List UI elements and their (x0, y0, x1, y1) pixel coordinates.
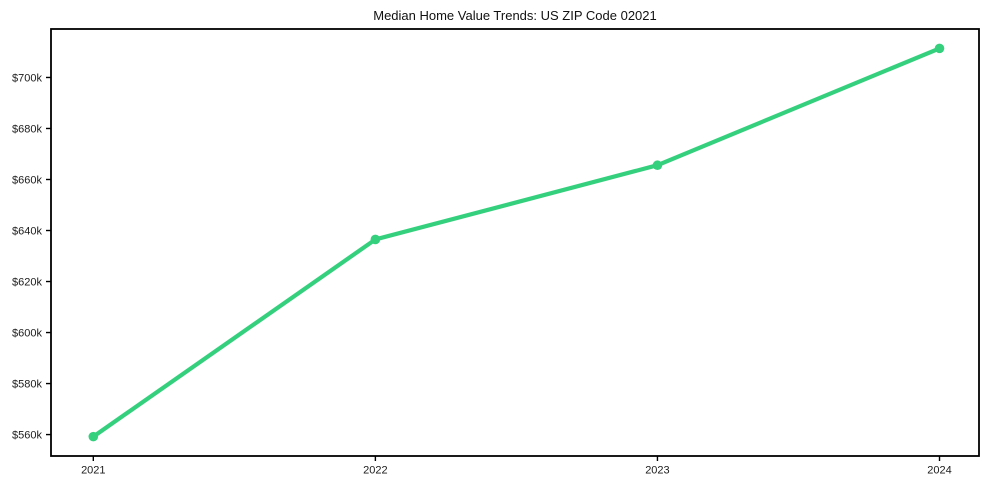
x-tick-label: 2021 (81, 465, 105, 477)
plot-border (50, 28, 980, 457)
x-tick-label: 2024 (927, 465, 951, 477)
data-point-2023 (652, 160, 663, 171)
trend-line (91, 46, 942, 439)
y-tick-label: $700k (12, 72, 42, 84)
plot-area: $560k $580k $600k $620k $640k $660k $680k $700k… (12, 28, 980, 477)
y-tick-label: $640k (12, 225, 42, 237)
data-point-2021 (88, 431, 99, 442)
y-tick-label: $660k (12, 174, 42, 186)
x-tick-label: 2022 (363, 465, 387, 477)
y-tick-label: $600k (12, 327, 42, 339)
y-tick-label: $560k (12, 429, 42, 441)
chart-title: Median Home Value Trends: US ZIP Code 02… (373, 8, 657, 23)
y-tick-label: $620k (12, 276, 42, 288)
x-tick-label: 2023 (645, 465, 669, 477)
data-point-2024 (934, 43, 945, 54)
y-tick-label: $680k (12, 123, 42, 135)
data-point-2022 (370, 234, 381, 245)
y-tick-label: $580k (12, 378, 42, 390)
